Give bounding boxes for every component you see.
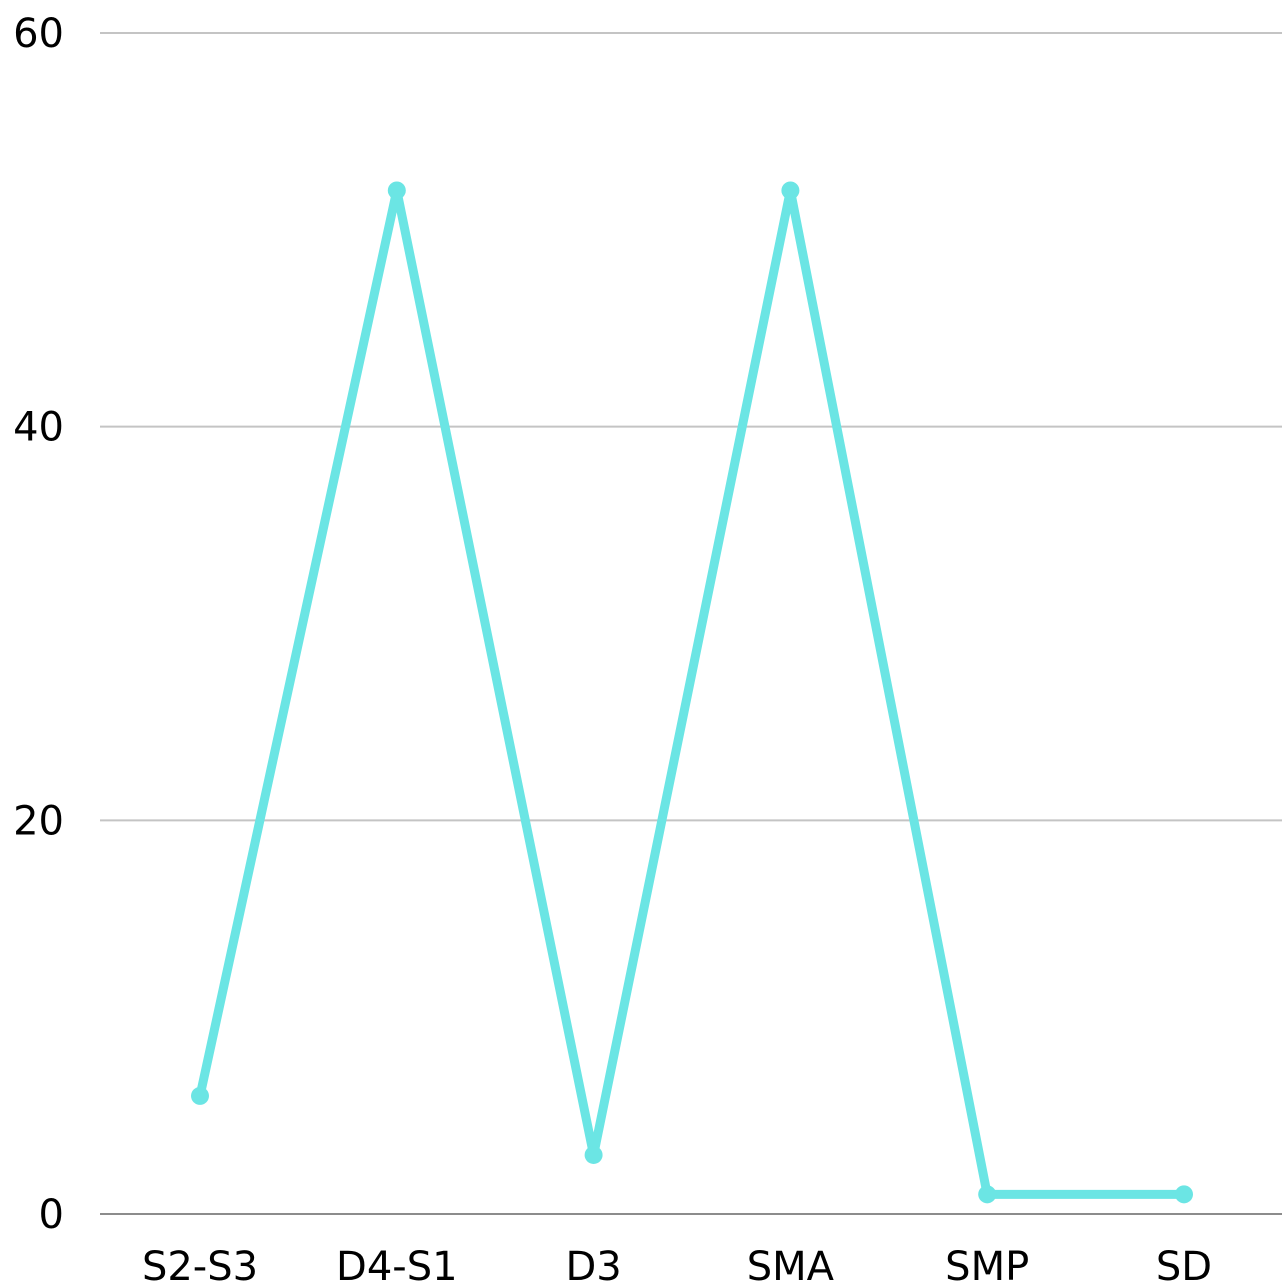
x-axis-ticks: S2-S3 D4-S1 D3 SMA SMP SD	[142, 1244, 1212, 1288]
data-point	[1175, 1185, 1193, 1204]
series-layer	[191, 181, 1193, 1204]
x-tick-label: SMP	[945, 1244, 1029, 1288]
gridlines	[100, 32, 1282, 1215]
series-line	[195, 189, 1189, 1199]
x-tick-label: D3	[565, 1244, 621, 1288]
x-tick-label: SD	[1156, 1244, 1212, 1288]
x-tick-label: SMA	[747, 1244, 835, 1288]
x-tick-label: D4-S1	[336, 1244, 458, 1288]
y-tick-label: 20	[13, 798, 64, 844]
x-tick-label: S2-S3	[142, 1244, 258, 1288]
data-point	[387, 181, 406, 200]
data-point	[584, 1145, 603, 1164]
data-point	[191, 1086, 209, 1105]
y-axis-ticks: 0 20 40 60	[13, 11, 64, 1238]
data-point	[781, 181, 800, 200]
y-tick-label: 40	[13, 405, 64, 451]
y-tick-label: 60	[13, 11, 64, 57]
data-point	[978, 1185, 997, 1204]
y-tick-label: 0	[39, 1192, 64, 1238]
